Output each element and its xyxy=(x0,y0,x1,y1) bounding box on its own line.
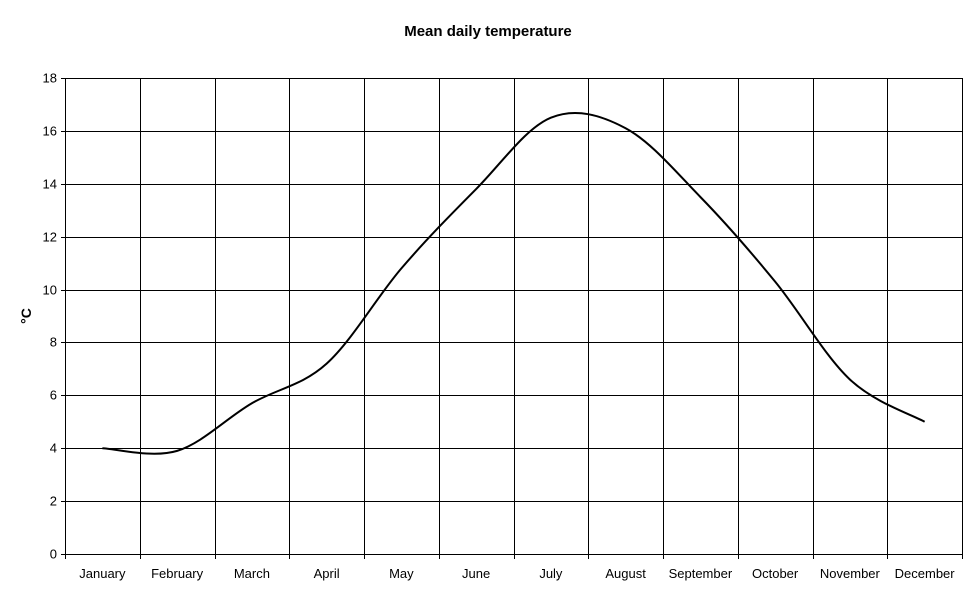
x-tick-label: September xyxy=(669,566,733,581)
y-tick-label: 12 xyxy=(43,230,57,245)
x-tick-label: November xyxy=(820,566,881,581)
y-axis-label: °C xyxy=(18,308,34,324)
chart-title: Mean daily temperature xyxy=(404,23,572,40)
x-tick-label: June xyxy=(462,566,490,581)
x-tick-label: April xyxy=(314,566,340,581)
data-point xyxy=(622,124,630,132)
y-axis-ticks: 0 2 4 6 8 10 12 14 16 18 xyxy=(43,71,65,562)
axes xyxy=(65,78,962,555)
data-point xyxy=(397,264,405,272)
y-tick-label: 0 xyxy=(50,547,57,562)
y-tick-label: 8 xyxy=(50,335,57,350)
x-tick-label: December xyxy=(895,566,956,581)
gridlines xyxy=(65,78,963,554)
series-group xyxy=(98,111,929,455)
x-tick-label: October xyxy=(752,566,799,581)
data-point xyxy=(173,447,181,455)
data-point xyxy=(771,278,779,286)
y-tick-label: 14 xyxy=(43,177,57,192)
x-tick-label: July xyxy=(539,566,563,581)
y-tick-label: 18 xyxy=(43,71,57,86)
x-tick-label: February xyxy=(151,566,204,581)
y-tick-label: 4 xyxy=(50,441,57,456)
data-point xyxy=(323,360,331,368)
series-line xyxy=(102,111,926,455)
x-axis-ticks: January February March April May June July Augu… xyxy=(65,554,963,581)
x-tick-label: March xyxy=(234,566,270,581)
data-point xyxy=(472,185,480,193)
x-tick-label: January xyxy=(79,566,126,581)
y-tick-label: 10 xyxy=(43,283,57,298)
x-tick-label: August xyxy=(605,566,646,581)
data-point xyxy=(696,193,704,201)
data-point xyxy=(846,375,854,383)
data-point xyxy=(248,399,256,407)
y-tick-label: 6 xyxy=(50,388,57,403)
data-point xyxy=(98,444,106,452)
x-tick-label: May xyxy=(389,566,414,581)
y-tick-label: 2 xyxy=(50,494,57,509)
data-point xyxy=(921,418,929,426)
y-tick-label: 16 xyxy=(43,124,57,139)
data-point xyxy=(547,114,555,122)
